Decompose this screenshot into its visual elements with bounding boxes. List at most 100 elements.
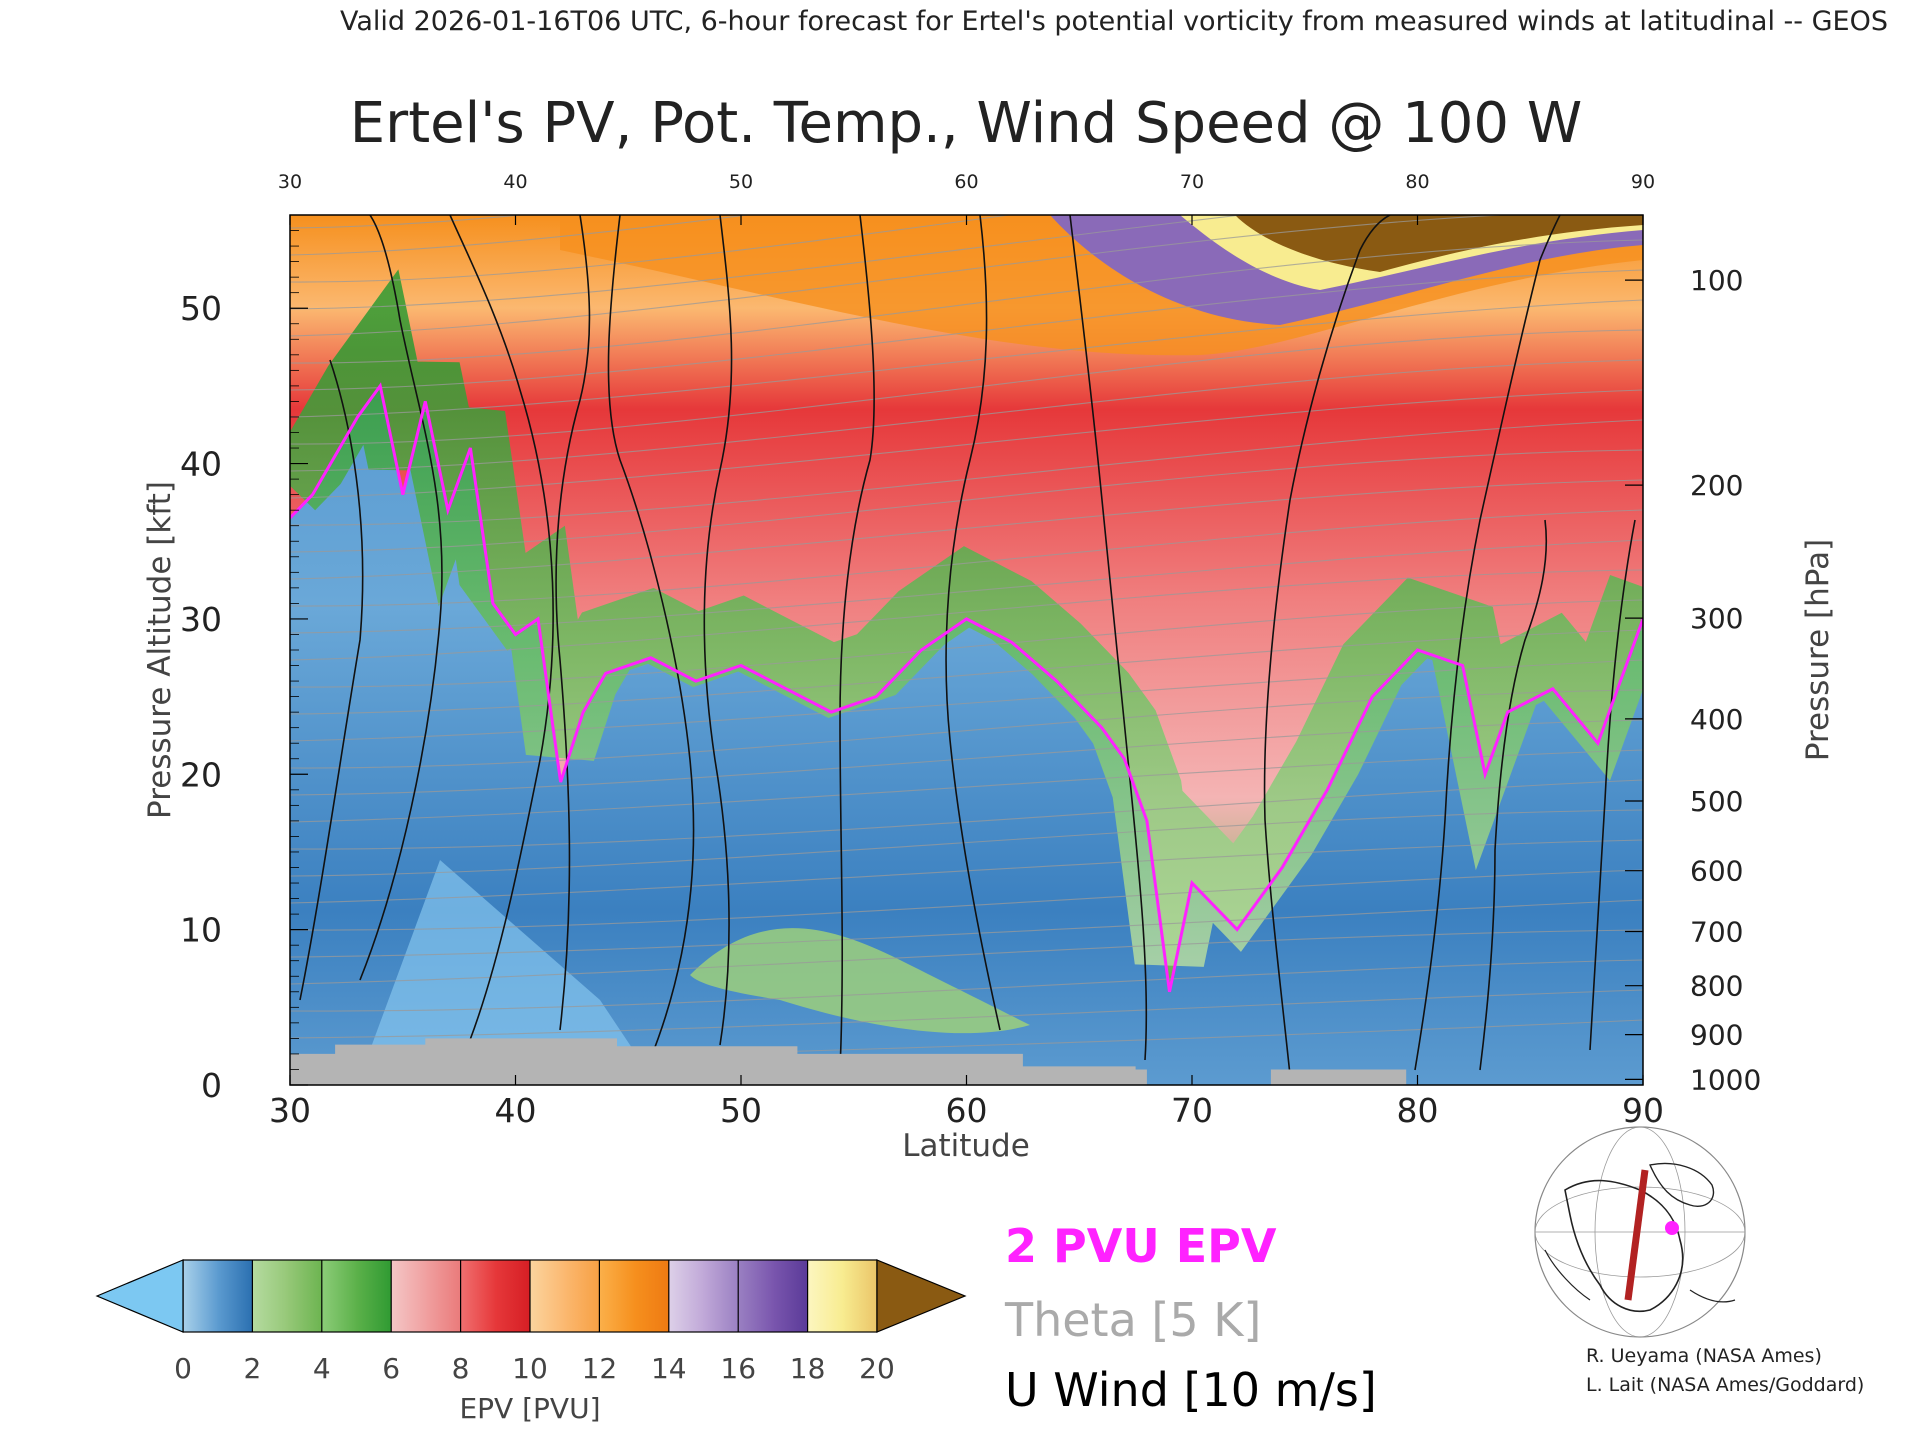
y-tick-label: 30: [180, 600, 222, 639]
colorbar-under-arrow: [95, 1259, 184, 1333]
wind-contour: [607, 215, 695, 1061]
colorbar-bin: [217, 1260, 253, 1332]
theta-contour: [290, 389, 1643, 499]
colorbar-over-arrow: [876, 1259, 967, 1333]
x-tick-label: 50: [720, 1091, 762, 1130]
top-tick-label: 50: [729, 171, 753, 193]
y2-tick-label: 300: [1690, 602, 1743, 635]
colorbar: 0 2 4 6 8 10 12 14 16 18 20 EPV [PVU]: [95, 1259, 967, 1425]
theta-contour: [290, 689, 1643, 769]
wind-contour: [1589, 519, 1636, 1051]
colorbar-tick-label: 14: [651, 1352, 687, 1385]
y2-axis-label: Pressure [hPa]: [1800, 539, 1836, 761]
theta-contour: [290, 215, 751, 256]
top-tick-label: 30: [278, 171, 302, 193]
theta-contour: [290, 359, 1643, 472]
theta-contour: [290, 509, 1643, 607]
colorbar-bin: [842, 1260, 878, 1332]
wind-contour: [299, 359, 364, 1001]
x-tick-label: 70: [1171, 1091, 1213, 1130]
bottom-axis-ticks: 30 40 50 60 70 80 90: [269, 1075, 1664, 1130]
colorbar-bin: [321, 1260, 358, 1332]
y2-tick-label: 200: [1690, 469, 1743, 502]
legend-entry: Theta [5 K]: [1004, 1293, 1261, 1347]
colorbar-bins: [182, 1259, 878, 1333]
y-tick-label: 20: [180, 755, 222, 794]
theta-contour: [290, 749, 1643, 823]
wind-contour: [703, 215, 733, 1046]
chart-title: Ertel's PV, Pot. Temp., Wind Speed @ 100…: [350, 91, 1582, 156]
y-tick-label: 40: [180, 445, 222, 484]
colorbar-tick-label: 6: [382, 1352, 400, 1385]
x-tick-label: 80: [1397, 1091, 1439, 1130]
legend: 2 PVU EPV Theta [5 K] U Wind [10 m/s]: [1004, 1219, 1377, 1417]
colorbar-tick-label: 0: [174, 1352, 192, 1385]
colorbar-bin: [668, 1260, 705, 1332]
y-tick-label: 0: [201, 1066, 222, 1105]
theta-contour: [290, 959, 1643, 1012]
theta-contour: [290, 215, 1510, 337]
colorbar-tick-label: 2: [243, 1352, 261, 1385]
legend-entry: U Wind [10 m/s]: [1005, 1363, 1377, 1417]
theta-contour: [290, 215, 1246, 310]
map-location-marker: [1665, 1221, 1679, 1235]
theta-contour: [290, 809, 1643, 877]
plot-area: [290, 215, 1643, 1085]
wind-contour: [945, 215, 1001, 1031]
colorbar-bin: [599, 1260, 635, 1332]
y2-tick-label: 600: [1690, 855, 1743, 888]
theta-contour: [290, 779, 1643, 850]
wind-contour: [1263, 215, 1391, 1076]
wind-contour: [359, 215, 443, 981]
theta-contour: [290, 839, 1643, 904]
wind-contours: [299, 215, 1636, 1076]
two-pvu-contour: [290, 382, 1643, 993]
theta-contour: [290, 629, 1643, 715]
theta-contour: [290, 899, 1643, 958]
inset-map: [1534, 1126, 1746, 1338]
colorbar-tick-label: 18: [790, 1352, 826, 1385]
top-tick-label: 60: [954, 171, 978, 193]
top-tick-label: 80: [1405, 171, 1429, 193]
colorbar-bin: [564, 1260, 600, 1332]
low-pv-pocket: [370, 860, 640, 1070]
map-coastline: [1544, 1249, 1736, 1303]
low-level-high-pv-tongue: [690, 928, 1030, 1034]
top-tick-label: 90: [1631, 171, 1655, 193]
theta-contour: [290, 719, 1643, 796]
colorbar-bin: [634, 1260, 670, 1332]
theta-contour: [290, 329, 1643, 445]
y-axis-label: Pressure Altitude [kft]: [142, 481, 178, 819]
theta-contour: [290, 449, 1643, 553]
colorbar-ticks: 0 2 4 6 8 10 12 14 16 18 20: [174, 1352, 895, 1385]
colorbar-tick-label: 20: [859, 1352, 895, 1385]
theta-contour: [290, 989, 1643, 1039]
y2-tick-label: 700: [1690, 916, 1743, 949]
y2-tick-label: 1000: [1690, 1063, 1761, 1096]
colorbar-bin: [391, 1260, 427, 1332]
theta-contour: [290, 419, 1643, 526]
theta-contour: [290, 599, 1643, 688]
y-tick-label: 50: [180, 289, 222, 328]
theta-contour: [290, 479, 1643, 580]
colorbar-label: EPV [PVU]: [459, 1392, 600, 1425]
theta-contour: [290, 659, 1643, 742]
colorbar-bin: [425, 1260, 462, 1332]
colorbar-tick-label: 10: [512, 1352, 548, 1385]
theta-contours: [290, 215, 1643, 1066]
x-tick-label: 90: [1622, 1091, 1664, 1130]
y-tick-label: 10: [180, 911, 222, 950]
x-tick-label: 60: [946, 1091, 988, 1130]
y2-tick-label: 800: [1690, 970, 1743, 1003]
colorbar-bin: [772, 1260, 809, 1332]
map-transect-line: [1624, 1169, 1649, 1301]
wind-contour: [1414, 215, 1561, 1071]
x-tick-label: 30: [269, 1091, 311, 1130]
colorbar-bin: [252, 1260, 288, 1332]
colorbar-bin: [460, 1260, 496, 1332]
right-axis-ticks: 100 200 300 400 500 600 700 800 900 1000: [1625, 264, 1761, 1096]
colorbar-tick-label: 4: [313, 1352, 331, 1385]
wind-contour: [1479, 519, 1548, 1071]
map-coastline: [1649, 1162, 1715, 1207]
